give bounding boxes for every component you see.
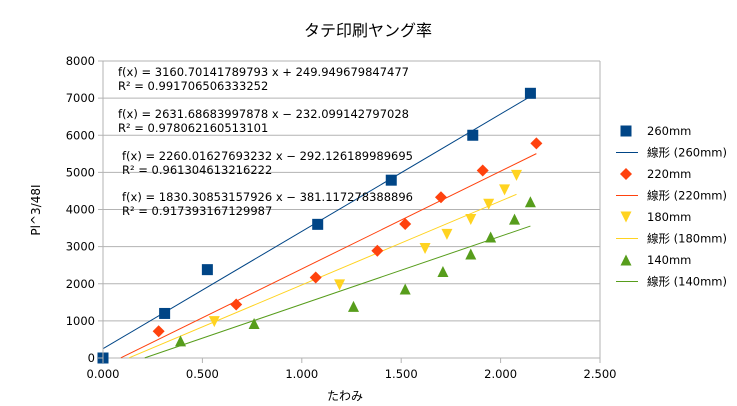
trendline-equations: f(x) = 3160.70141789793 x + 249.94967984… <box>118 65 413 218</box>
point-140mm <box>248 317 260 329</box>
y-axis-label: Pl^3/48I <box>29 184 43 235</box>
x-tick-label: 1.000 <box>285 367 318 381</box>
legend-entry: 線形 (140mm) <box>647 275 727 289</box>
trendlines <box>102 96 537 359</box>
legend-marker <box>620 125 632 137</box>
point-140mm <box>437 265 449 277</box>
trendline-r-squared: R² = 0.961304613216222 <box>122 163 272 177</box>
x-tick-label: 2.500 <box>584 367 617 381</box>
trendline-220mm <box>120 153 537 359</box>
trendline-equation: f(x) = 1830.30853157926 x − 381.11727838… <box>122 190 413 204</box>
data-points <box>97 87 543 364</box>
legend-entry: 140mm <box>647 253 691 267</box>
point-140mm <box>485 231 497 243</box>
y-tick-label: 5000 <box>66 165 95 179</box>
point-220mm <box>371 244 384 257</box>
y-tick-label: 1000 <box>66 314 95 328</box>
point-260mm <box>467 129 479 141</box>
point-220mm <box>476 164 489 177</box>
point-180mm <box>511 169 523 181</box>
y-tick-labels: 0 1000 2000 3000 4000 5000 6000 7000 8000 <box>66 54 95 365</box>
point-220mm <box>530 137 543 150</box>
legend-entry: 線形 (220mm) <box>647 189 727 203</box>
legend-marker <box>620 254 632 266</box>
point-220mm <box>399 217 412 230</box>
point-140mm <box>347 300 359 312</box>
x-axis-label: たわみ <box>327 389 363 403</box>
point-180mm <box>208 316 220 328</box>
chart-title: タテ印刷ヤング率 <box>304 21 432 40</box>
point-140mm <box>399 283 411 295</box>
point-180mm <box>441 228 453 240</box>
legend-entry: 220mm <box>647 167 691 181</box>
point-180mm <box>419 242 431 254</box>
x-tick-labels: 0.000 0.500 1.000 1.500 2.000 2.500 <box>87 367 617 381</box>
trendline-r-squared: R² = 0.917393167129987 <box>122 204 272 218</box>
x-tick-label: 0.500 <box>186 367 219 381</box>
y-tick-label: 3000 <box>66 240 95 254</box>
point-180mm <box>334 279 346 291</box>
trendline-equation: f(x) = 2631.68683997878 x − 232.09914279… <box>118 107 409 121</box>
legend-marker <box>620 211 632 223</box>
point-180mm <box>499 184 511 196</box>
legend-entry: 線形 (260mm) <box>647 146 727 160</box>
point-220mm <box>152 325 165 338</box>
y-tick-label: 6000 <box>66 128 95 142</box>
legend: 260mm 線形 (260mm) 220mm 線形 (220mm) 180mm 線形 (1… <box>616 124 727 289</box>
point-260mm <box>385 174 397 186</box>
point-260mm <box>201 264 213 276</box>
trendline-140mm <box>144 225 531 359</box>
point-140mm <box>524 196 536 208</box>
trendline-equation: f(x) = 3160.70141789793 x + 249.94967984… <box>118 65 409 79</box>
y-tick-label: 7000 <box>66 91 95 105</box>
legend-entry: 260mm <box>647 124 691 138</box>
point-220mm <box>309 271 322 284</box>
point-180mm <box>483 198 495 210</box>
point-220mm <box>434 191 447 204</box>
point-140mm <box>465 248 477 260</box>
y-tick-label: 4000 <box>66 203 95 217</box>
y-tick-label: 2000 <box>66 277 95 291</box>
trendline-equation: f(x) = 2260.01627693232 x − 292.12618998… <box>122 149 413 163</box>
y-tick-label: 8000 <box>66 54 95 68</box>
x-tick-label: 0.000 <box>87 367 120 381</box>
legend-entry: 180mm <box>647 210 691 224</box>
legend-entry: 線形 (180mm) <box>647 232 727 246</box>
legend-marker <box>620 168 632 180</box>
point-260mm <box>524 87 536 99</box>
point-260mm <box>159 307 171 319</box>
x-tick-label: 1.500 <box>385 367 418 381</box>
trendline-180mm <box>128 193 517 359</box>
x-tick-label: 2.000 <box>484 367 517 381</box>
axes <box>98 60 601 363</box>
y-tick-label: 0 <box>88 351 95 365</box>
point-140mm <box>175 335 187 347</box>
point-180mm <box>465 214 477 226</box>
point-220mm <box>230 298 243 311</box>
trendline-r-squared: R² = 0.991706506333252 <box>118 79 268 93</box>
gridlines <box>103 60 600 359</box>
point-140mm <box>509 213 521 225</box>
trendline-r-squared: R² = 0.978062160513101 <box>118 121 268 135</box>
point-260mm <box>312 218 324 230</box>
